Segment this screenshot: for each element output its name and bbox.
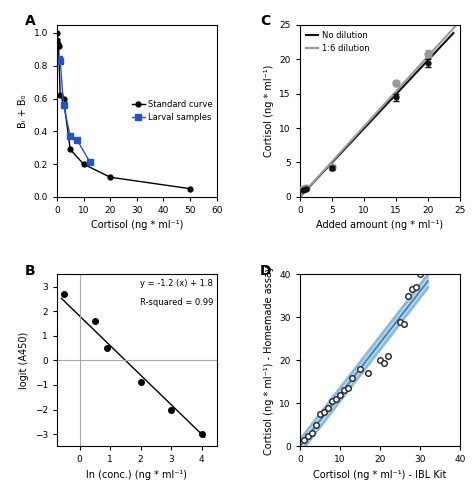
Text: y = -1.2 (x) + 1.8: y = -1.2 (x) + 1.8 [140,279,213,289]
Standard curve [187,186,193,191]
Standard curve [81,161,86,167]
Standard curve [57,92,63,98]
Text: C: C [260,14,270,28]
X-axis label: Cortisol (ng * ml⁻¹): Cortisol (ng * ml⁻¹) [91,220,183,231]
Standard curve [55,42,61,48]
Standard curve [61,96,66,102]
Line: Larval samples: Larval samples [55,56,93,166]
Text: D: D [260,264,272,278]
Y-axis label: Cortisol (ng * ml⁻¹) - Homemade assay: Cortisol (ng * ml⁻¹) - Homemade assay [264,265,274,455]
Legend: Standard curve, Larval samples: Standard curve, Larval samples [132,100,213,122]
Line: Standard curve: Standard curve [55,31,192,191]
Standard curve [55,37,60,43]
Standard curve [107,174,113,180]
Larval samples [74,136,80,142]
Text: A: A [25,14,36,28]
Standard curve [56,43,62,49]
Y-axis label: logit (A450): logit (A450) [19,332,29,389]
Text: R-squared = 0.99: R-squared = 0.99 [140,299,213,308]
Standard curve [54,30,60,36]
X-axis label: Added amount (ng * ml⁻¹): Added amount (ng * ml⁻¹) [316,220,443,231]
Text: B: B [25,264,36,278]
Larval samples [87,160,93,166]
Larval samples [67,133,73,139]
X-axis label: ln (conc.) (ng * ml⁻¹): ln (conc.) (ng * ml⁻¹) [86,470,187,480]
Larval samples [57,58,63,64]
Larval samples [61,102,66,108]
Y-axis label: Cortisol (ng * ml⁻¹): Cortisol (ng * ml⁻¹) [264,64,274,157]
Legend: No dilution, 1:6 dilution: No dilution, 1:6 dilution [304,29,371,55]
Standard curve [67,146,73,152]
Y-axis label: Bᵢ + B₀: Bᵢ + B₀ [18,94,28,127]
Larval samples [56,56,62,62]
X-axis label: Cortisol (ng * ml⁻¹) - IBL Kit: Cortisol (ng * ml⁻¹) - IBL Kit [313,470,447,480]
